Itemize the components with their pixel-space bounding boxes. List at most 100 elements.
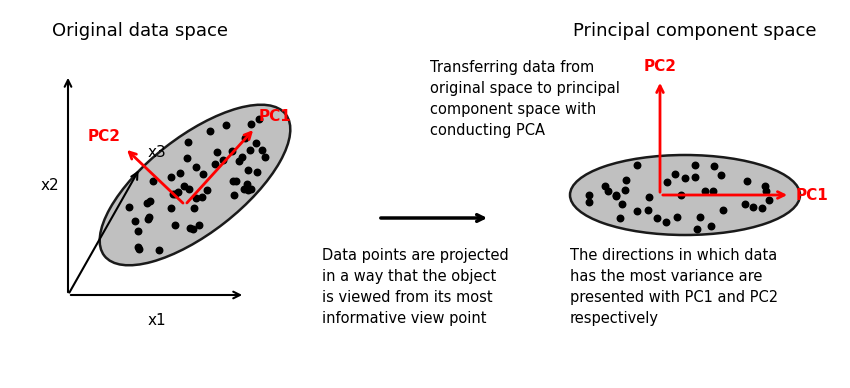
Text: x1: x1 [147, 313, 166, 328]
Point [144, 198, 157, 204]
Point [146, 178, 160, 184]
Point [187, 205, 201, 211]
Point [756, 205, 769, 211]
Point [142, 214, 156, 220]
Point [598, 183, 612, 189]
Point [241, 181, 254, 187]
Point [258, 154, 272, 160]
Point [668, 171, 682, 177]
Point [249, 140, 263, 146]
Point [690, 226, 704, 232]
Point [675, 192, 688, 199]
Point [184, 225, 197, 232]
Text: PC2: PC2 [643, 59, 677, 74]
Ellipse shape [99, 105, 291, 265]
Point [190, 195, 203, 201]
Point [650, 215, 664, 221]
Point [693, 214, 706, 220]
Point [707, 163, 721, 170]
Point [166, 191, 179, 197]
Point [232, 158, 246, 164]
Point [141, 216, 155, 222]
Point [235, 154, 248, 160]
Point [619, 187, 632, 193]
Point [122, 204, 135, 210]
Point [615, 201, 629, 207]
Point [226, 178, 240, 184]
Point [659, 219, 672, 225]
Point [714, 171, 728, 178]
Text: PC2: PC2 [88, 129, 121, 144]
Point [227, 192, 241, 198]
Text: x3: x3 [148, 145, 167, 160]
Point [688, 174, 702, 180]
Point [208, 161, 222, 168]
Point [196, 171, 210, 177]
Point [237, 186, 251, 192]
Point [609, 192, 623, 198]
Point [177, 183, 190, 189]
Point [180, 154, 194, 161]
Point [244, 121, 258, 127]
Point [243, 147, 257, 153]
Point [182, 186, 196, 192]
Point [678, 175, 692, 181]
Point [186, 226, 200, 232]
Text: PC1: PC1 [796, 187, 829, 203]
Point [641, 206, 654, 213]
Point [746, 204, 760, 210]
Text: Original data space: Original data space [52, 22, 228, 40]
Text: PC1: PC1 [259, 109, 292, 124]
Point [211, 149, 224, 155]
Text: The directions in which data
has the most variance are
presented with PC1 and PC: The directions in which data has the mos… [570, 248, 778, 326]
Point [619, 177, 632, 183]
Point [251, 169, 264, 175]
Point [225, 148, 239, 154]
Point [688, 162, 702, 168]
Text: x2: x2 [41, 177, 60, 192]
Point [192, 222, 206, 229]
Point [171, 189, 184, 195]
Point [201, 187, 214, 193]
Point [167, 191, 181, 197]
Point [241, 166, 255, 173]
Text: Data points are projected
in a way that the object
is viewed from its most
infor: Data points are projected in a way that … [322, 248, 509, 326]
Point [152, 247, 166, 253]
Point [582, 199, 596, 205]
Point [758, 183, 772, 189]
Ellipse shape [570, 155, 800, 235]
Point [698, 187, 711, 194]
Point [716, 206, 729, 213]
Point [173, 170, 186, 177]
Point [241, 187, 255, 194]
Text: Principal component space: Principal component space [573, 22, 817, 40]
Point [190, 163, 203, 170]
Point [133, 246, 146, 252]
Point [128, 218, 142, 224]
Point [216, 157, 230, 163]
Point [630, 208, 643, 214]
Point [132, 244, 145, 250]
Point [219, 121, 233, 128]
Point [131, 228, 145, 234]
Point [671, 214, 684, 220]
Point [582, 192, 596, 198]
Point [230, 177, 243, 184]
Point [203, 128, 217, 135]
Text: Transferring data from
original space to principal
component space with
conducti: Transferring data from original space to… [430, 60, 620, 138]
Point [630, 162, 643, 168]
Point [740, 178, 753, 184]
Point [759, 188, 773, 194]
Point [705, 223, 718, 229]
Point [196, 194, 209, 200]
Point [245, 186, 258, 192]
Point [762, 196, 776, 203]
Point [739, 201, 752, 207]
Point [252, 116, 265, 123]
Point [642, 194, 655, 200]
Point [140, 200, 154, 206]
Point [165, 205, 178, 211]
Point [706, 187, 720, 194]
Point [614, 215, 627, 221]
Point [609, 193, 622, 199]
